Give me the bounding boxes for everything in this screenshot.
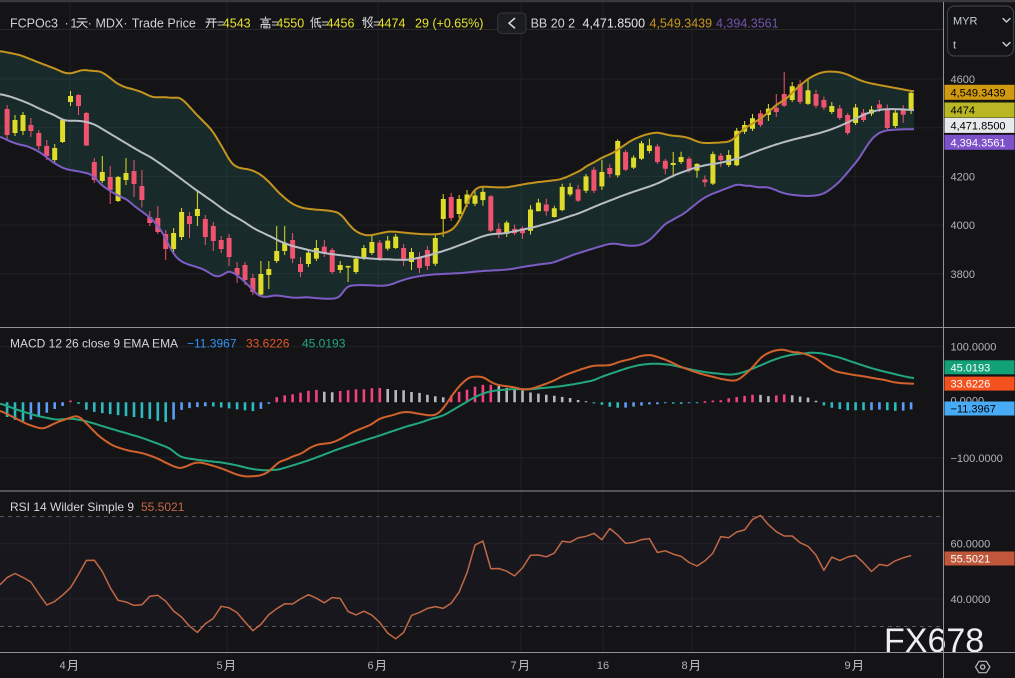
svg-text:MDX: MDX — [96, 17, 124, 31]
svg-text:MACD 12 26 close 9 EMA EMA: MACD 12 26 close 9 EMA EMA — [10, 337, 178, 351]
svg-text:4: 4 — [60, 660, 66, 672]
svg-text:45.0193: 45.0193 — [302, 337, 346, 351]
svg-text:4,471.8500: 4,471.8500 — [583, 17, 646, 31]
svg-text:55.5021: 55.5021 — [951, 554, 991, 566]
svg-text:5: 5 — [217, 660, 223, 672]
svg-text:RSI 14 Wilder Simple 9: RSI 14 Wilder Simple 9 — [10, 500, 134, 514]
svg-text:4550: 4550 — [276, 17, 304, 31]
svg-text:−11.3967: −11.3967 — [951, 404, 996, 416]
svg-text:4474: 4474 — [378, 17, 406, 31]
svg-text:4,394.3561: 4,394.3561 — [951, 137, 1006, 149]
svg-text:40.0000: 40.0000 — [951, 594, 991, 606]
svg-text:4,471.8500: 4,471.8500 — [951, 120, 1006, 132]
svg-text:4,394.3561: 4,394.3561 — [716, 17, 779, 31]
svg-text:55.5021: 55.5021 — [141, 500, 185, 514]
svg-text:FCPOc3: FCPOc3 — [10, 17, 58, 31]
svg-text:=: = — [217, 17, 224, 31]
svg-text:MYR: MYR — [953, 16, 978, 28]
svg-text:FX678: FX678 — [884, 622, 984, 660]
svg-text:−11.3967: −11.3967 — [187, 337, 237, 351]
svg-text:9: 9 — [845, 660, 851, 672]
svg-text:6: 6 — [368, 660, 374, 672]
svg-text:4543: 4543 — [223, 17, 251, 31]
svg-text:33.6226: 33.6226 — [246, 337, 290, 351]
svg-text:=: = — [373, 17, 380, 31]
svg-text:·: · — [65, 17, 69, 31]
svg-text:8: 8 — [682, 660, 688, 672]
svg-text:1: 1 — [70, 17, 77, 31]
svg-text:3800: 3800 — [951, 269, 975, 281]
svg-text:45.0193: 45.0193 — [951, 362, 991, 374]
svg-text:4474: 4474 — [951, 105, 975, 117]
svg-text:4456: 4456 — [327, 17, 355, 31]
svg-text:=: = — [321, 17, 328, 31]
svg-text:4000: 4000 — [951, 220, 975, 232]
svg-text:·: · — [123, 17, 127, 31]
svg-text:4600: 4600 — [951, 74, 975, 86]
svg-text:·: · — [88, 17, 92, 31]
svg-text:4,549.3439: 4,549.3439 — [951, 87, 1006, 99]
svg-text:4200: 4200 — [951, 171, 975, 183]
svg-text:7: 7 — [511, 660, 517, 672]
svg-text:29 (+0.65%): 29 (+0.65%) — [415, 17, 483, 31]
svg-text:100.0000: 100.0000 — [951, 342, 997, 354]
svg-text:BB 20 2: BB 20 2 — [531, 17, 576, 31]
svg-text:Trade Price: Trade Price — [132, 17, 196, 31]
svg-text:33.6226: 33.6226 — [951, 379, 991, 391]
svg-text:60.0000: 60.0000 — [951, 539, 991, 551]
svg-text:−100.0000: −100.0000 — [951, 453, 1003, 465]
svg-text:=: = — [271, 17, 278, 31]
svg-text:16: 16 — [597, 660, 609, 672]
svg-text:4,549.3439: 4,549.3439 — [650, 17, 713, 31]
svg-text:t: t — [953, 40, 956, 52]
